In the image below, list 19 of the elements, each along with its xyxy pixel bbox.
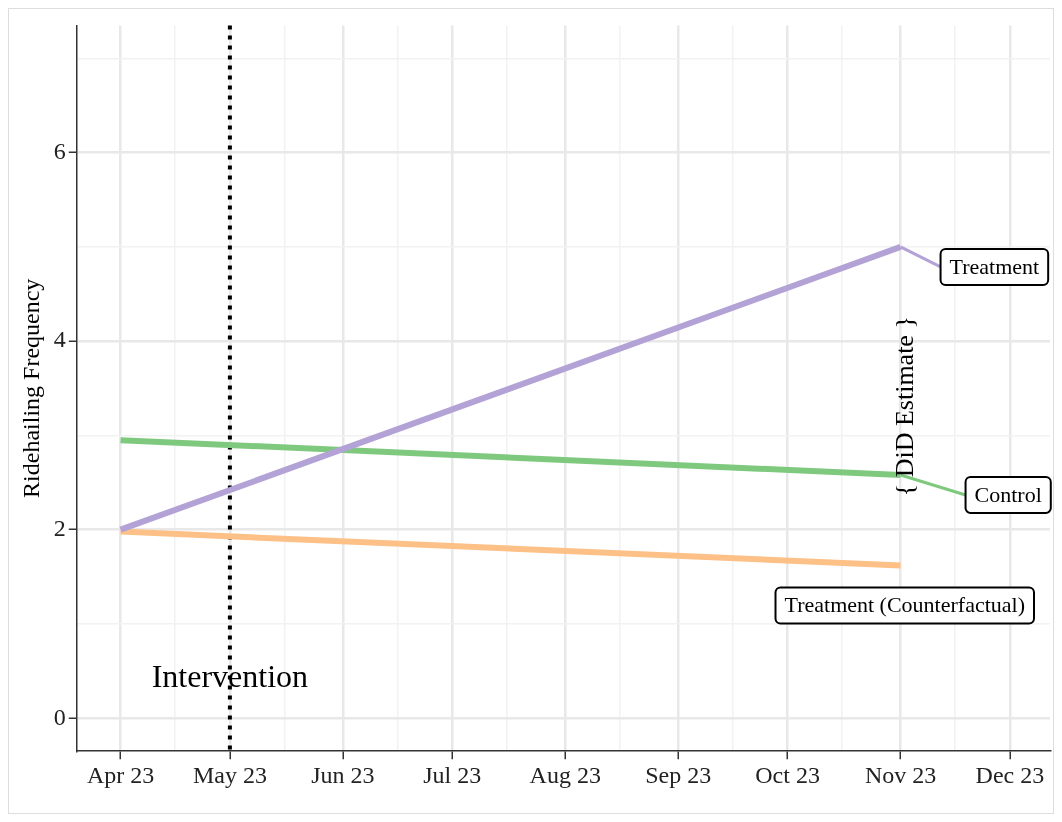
x-tick-label: Jun 23 — [311, 761, 375, 788]
legend-label: Control — [974, 481, 1042, 507]
x-tick-label: Oct 23 — [755, 761, 820, 788]
y-tick-label: 0 — [53, 703, 66, 730]
legend-label: Treatment — [949, 253, 1040, 279]
y-tick-label: 2 — [53, 514, 66, 541]
x-tick-label: Aug 23 — [529, 761, 601, 788]
annotation: { DiD Estimate } — [890, 316, 920, 497]
x-tick-label: Dec 23 — [975, 761, 1045, 788]
y-tick-label: 6 — [53, 137, 66, 164]
ref-line-label: Intervention — [151, 658, 309, 695]
x-tick-label: Jul 23 — [423, 761, 482, 788]
y-tick-label: 4 — [53, 326, 66, 353]
x-tick-label: Apr 23 — [86, 761, 155, 788]
x-tick-label: May 23 — [192, 761, 267, 788]
x-tick-label: Sep 23 — [645, 761, 712, 788]
x-tick-label: Nov 23 — [864, 761, 937, 788]
y-axis-title: Ridehailing Frequency — [17, 278, 44, 498]
series-label: Treatment (Counterfactual) — [784, 592, 1025, 618]
